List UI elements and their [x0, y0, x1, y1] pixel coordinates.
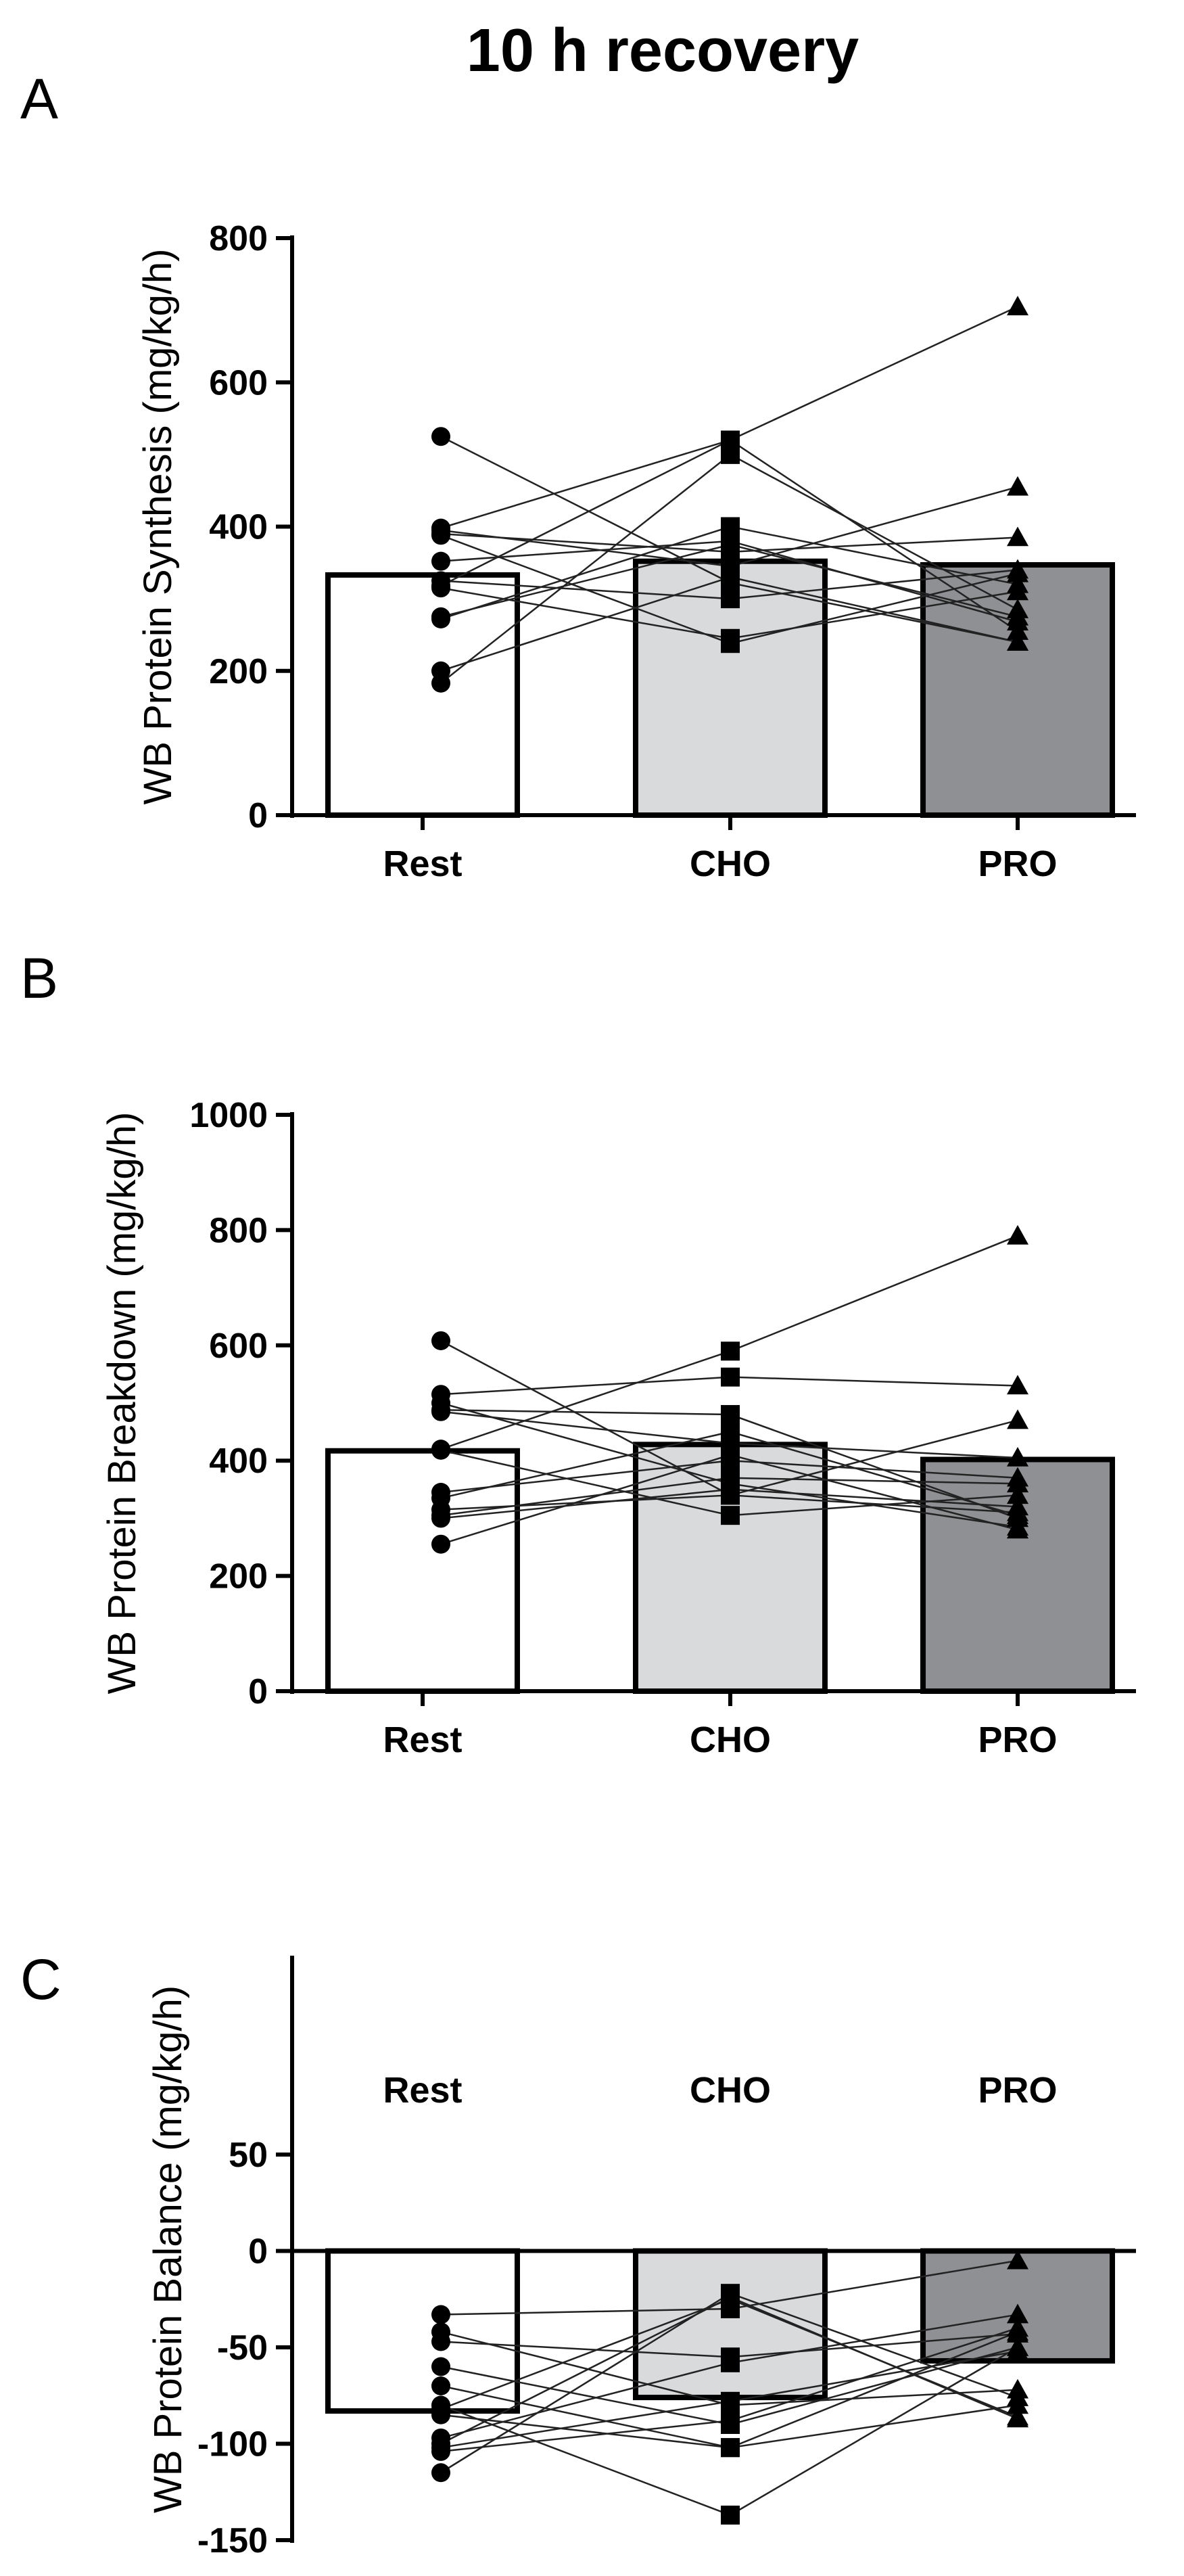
point-b-rest-1	[431, 1331, 450, 1350]
category-label-c-rest: Rest	[383, 2070, 462, 2111]
y-tick-label-b-2: 400	[209, 1442, 268, 1481]
category-label-b-pro: PRO	[978, 1720, 1057, 1760]
y-tick-label-a-4: 800	[209, 219, 268, 258]
point-a-rest-9	[431, 578, 450, 598]
point-b-cho-7	[721, 1506, 740, 1525]
point-c-cho-12	[721, 2284, 740, 2303]
point-c-pro-13	[1007, 2337, 1028, 2356]
y-tick-label-c-1: -100	[197, 2425, 268, 2464]
figure-title: 10 h recovery	[467, 17, 859, 85]
y-tick-label-b-3: 600	[209, 1327, 268, 1366]
point-b-cho-4	[721, 1405, 740, 1425]
point-b-pro-2	[1007, 1375, 1028, 1395]
category-label-c-pro: PRO	[978, 2070, 1057, 2111]
point-b-cho-13	[721, 1445, 740, 1465]
point-b-cho-6	[721, 1341, 740, 1361]
point-a-rest-6	[431, 551, 450, 571]
y-tick-label-b-4: 800	[209, 1211, 268, 1250]
point-b-rest-13	[431, 1534, 450, 1554]
point-c-rest-12	[431, 2463, 450, 2483]
point-c-cho-11	[721, 2411, 740, 2431]
point-a-cho-7	[721, 589, 740, 609]
point-c-rest-13	[431, 2395, 450, 2415]
point-a-rest-5	[431, 526, 450, 545]
point-b-pro-12	[1007, 1496, 1028, 1516]
point-c-pro-11	[1007, 2317, 1028, 2337]
point-a-cho-12	[721, 568, 740, 587]
panel-label-c: C	[20, 1948, 62, 2011]
point-a-cho-13	[721, 444, 740, 464]
point-a-pro-11	[1007, 573, 1028, 593]
point-c-cho-8	[721, 2353, 740, 2372]
bar-c-rest	[325, 2248, 520, 2414]
point-c-rest-1	[431, 2305, 450, 2324]
point-c-pro-9	[1007, 2408, 1028, 2428]
point-a-pro-13	[1007, 599, 1028, 618]
point-a-cho-11	[721, 517, 740, 536]
point-b-pro-10	[1007, 1409, 1028, 1429]
y-tick-label-a-2: 400	[209, 508, 268, 547]
point-b-rest-7	[431, 1440, 450, 1460]
point-c-rest-11	[431, 2441, 450, 2461]
category-label-a-cho: CHO	[690, 844, 771, 884]
point-a-rest-13	[431, 673, 450, 693]
point-c-pro-1	[1007, 2249, 1028, 2270]
point-a-rest-11	[431, 609, 450, 628]
point-a-cho-10	[721, 535, 740, 555]
point-b-pro-11	[1007, 1473, 1028, 1493]
point-c-cho-13	[721, 2505, 740, 2525]
point-c-cho-10	[721, 2391, 740, 2411]
y-tick-label-a-0: 0	[248, 796, 268, 835]
y-tick-label-b-5: 1000	[189, 1096, 268, 1135]
y-axis-label-c: WB Protein Balance (mg/kg/h)	[146, 1985, 190, 2513]
category-label-a-rest: Rest	[383, 844, 462, 884]
point-b-cho-12	[721, 1479, 740, 1499]
point-a-pro-7	[1007, 559, 1028, 579]
y-tick-label-c-3: 0	[248, 2232, 268, 2272]
point-b-pro-5	[1007, 1446, 1028, 1467]
y-axis-label-a: WB Protein Synthesis (mg/kg/h)	[136, 249, 180, 805]
panel-b: B WB Protein Breakdown (mg/kg/h) 0 200 400 60…	[20, 946, 1136, 1760]
subject-line-a-2	[440, 306, 1018, 529]
point-c-cho-7	[721, 2438, 740, 2458]
point-c-pro-12	[1007, 2387, 1028, 2406]
panel-a: A WB Protein Synthesis (mg/kg/h) 0 200 400 60…	[20, 67, 1136, 884]
point-a-pro-12	[1007, 631, 1028, 651]
category-label-c-cho: CHO	[690, 2070, 771, 2111]
point-b-pro-6	[1007, 1224, 1028, 1245]
point-b-cho-9	[721, 1422, 740, 1442]
y-tick-label-c-2: -50	[217, 2328, 268, 2368]
category-label-b-rest: Rest	[383, 1720, 462, 1760]
point-a-pro-4	[1007, 526, 1028, 547]
point-b-rest-5	[431, 1402, 450, 1421]
point-c-rest-5	[431, 2376, 450, 2395]
y-tick-label-b-0: 0	[248, 1672, 268, 1711]
point-a-pro-8	[1007, 620, 1028, 640]
point-a-rest-1	[431, 427, 450, 446]
point-b-pro-7	[1007, 1484, 1028, 1504]
point-a-cho-9	[721, 628, 740, 648]
point-a-pro-2	[1007, 296, 1028, 316]
y-axis-label-b: WB Protein Breakdown (mg/kg/h)	[100, 1112, 144, 1695]
point-c-pro-8	[1007, 2303, 1028, 2324]
category-label-b-cho: CHO	[690, 1720, 771, 1760]
y-tick-label-c-0: -150	[197, 2521, 268, 2560]
y-tick-label-c-4: 50	[229, 2136, 268, 2175]
y-tick-label-a-3: 600	[209, 363, 268, 402]
bar-a-rest	[325, 572, 520, 818]
category-label-a-pro: PRO	[978, 844, 1057, 884]
point-a-pro-3	[1007, 476, 1028, 496]
y-tick-label-a-1: 200	[209, 652, 268, 691]
panel-c: C WB Protein Balance (mg/kg/h)-150 -100 -50…	[20, 1948, 1136, 2560]
panel-label-b: B	[20, 946, 58, 1010]
point-b-pro-13	[1007, 1519, 1028, 1539]
bar-b-rest	[325, 1448, 520, 1695]
panel-label-a: A	[20, 67, 58, 131]
point-b-rest-12	[431, 1509, 450, 1528]
y-tick-label-b-1: 200	[209, 1557, 268, 1596]
point-c-rest-3	[431, 2332, 450, 2351]
point-c-rest-4	[431, 2357, 450, 2376]
point-b-cho-2	[721, 1367, 740, 1387]
